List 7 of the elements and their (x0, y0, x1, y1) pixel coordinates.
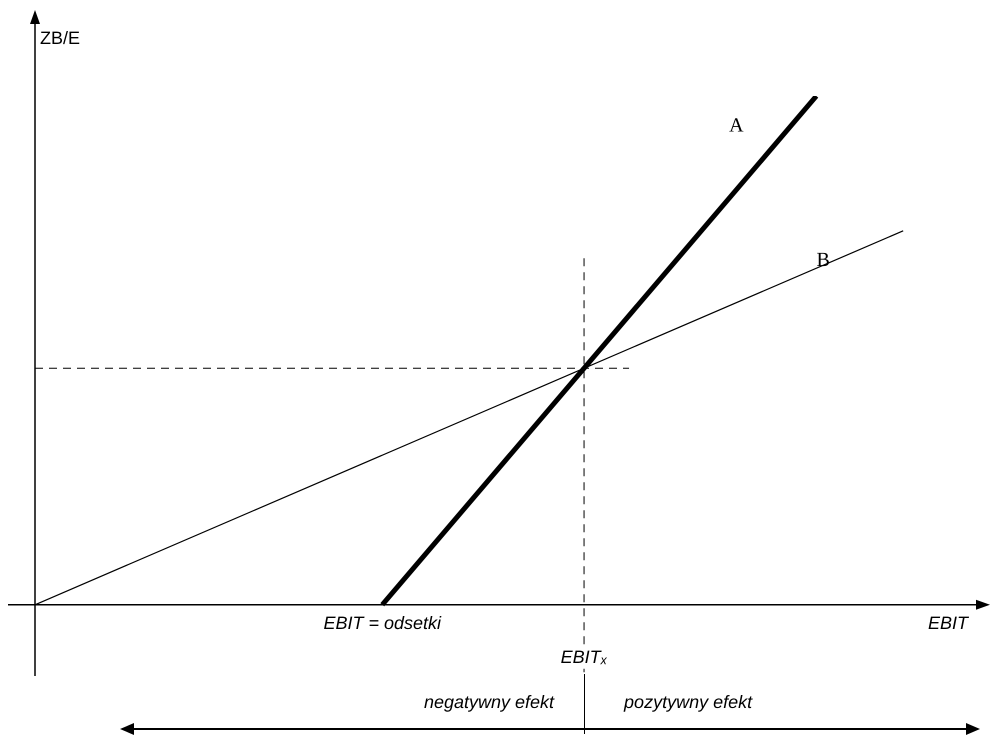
series-label: A (729, 114, 744, 136)
y-axis-title: ZB/E (40, 28, 80, 48)
text: EBIT = odsetki (323, 612, 442, 633)
x-axis-title: EBIT (928, 612, 970, 633)
text: negatywny efekt (424, 692, 554, 713)
text: pozytywny efekt (624, 692, 752, 713)
text: EBITₓ (560, 646, 608, 667)
